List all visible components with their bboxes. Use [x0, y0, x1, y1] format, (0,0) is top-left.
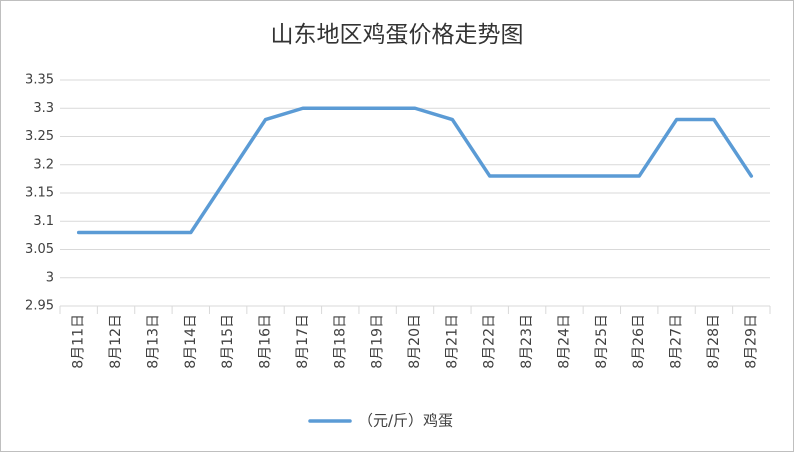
x-tick-label: 8月12日	[108, 314, 124, 369]
x-tick-label: 8月25日	[594, 314, 610, 369]
y-tick-label: 2.95	[25, 299, 54, 314]
line-series	[76, 106, 754, 235]
x-tick-label: 8月14日	[183, 314, 199, 369]
x-tick-label: 8月16日	[258, 314, 274, 369]
y-tick-label: 3.25	[25, 129, 54, 144]
y-tick-label: 3.05	[25, 242, 54, 257]
x-tick-label: 8月20日	[407, 314, 423, 369]
x-tick-label: 8月13日	[145, 314, 161, 369]
x-tick-label: 8月11日	[71, 314, 87, 369]
y-tick-label: 3.15	[25, 186, 54, 201]
x-tick-label: 8月27日	[669, 314, 685, 369]
x-tick-label: 8月24日	[556, 314, 572, 369]
x-tick-label: 8月15日	[220, 314, 236, 369]
x-tick-label: 8月18日	[332, 314, 348, 369]
legend-label: （元/斤）鸡蛋	[358, 412, 453, 430]
y-tick-label: 3.3	[33, 101, 54, 116]
x-tick-label: 8月28日	[706, 314, 722, 369]
x-tick-label: 8月29日	[743, 314, 759, 369]
x-tick-label: 8月17日	[295, 314, 311, 369]
x-tick-label: 8月19日	[370, 314, 386, 369]
x-tick-label: 8月21日	[444, 314, 460, 369]
y-tick-label: 3	[46, 270, 54, 285]
x-tick-label: 8月26日	[631, 314, 647, 369]
y-tick-label: 3.35	[25, 73, 54, 88]
y-tick-label: 3.1	[33, 214, 54, 229]
chart-title: 山东地区鸡蛋价格走势图	[271, 22, 524, 48]
y-tick-label: 3.2	[33, 157, 54, 172]
x-tick-label: 8月23日	[519, 314, 535, 369]
x-tick-label: 8月22日	[482, 314, 498, 369]
